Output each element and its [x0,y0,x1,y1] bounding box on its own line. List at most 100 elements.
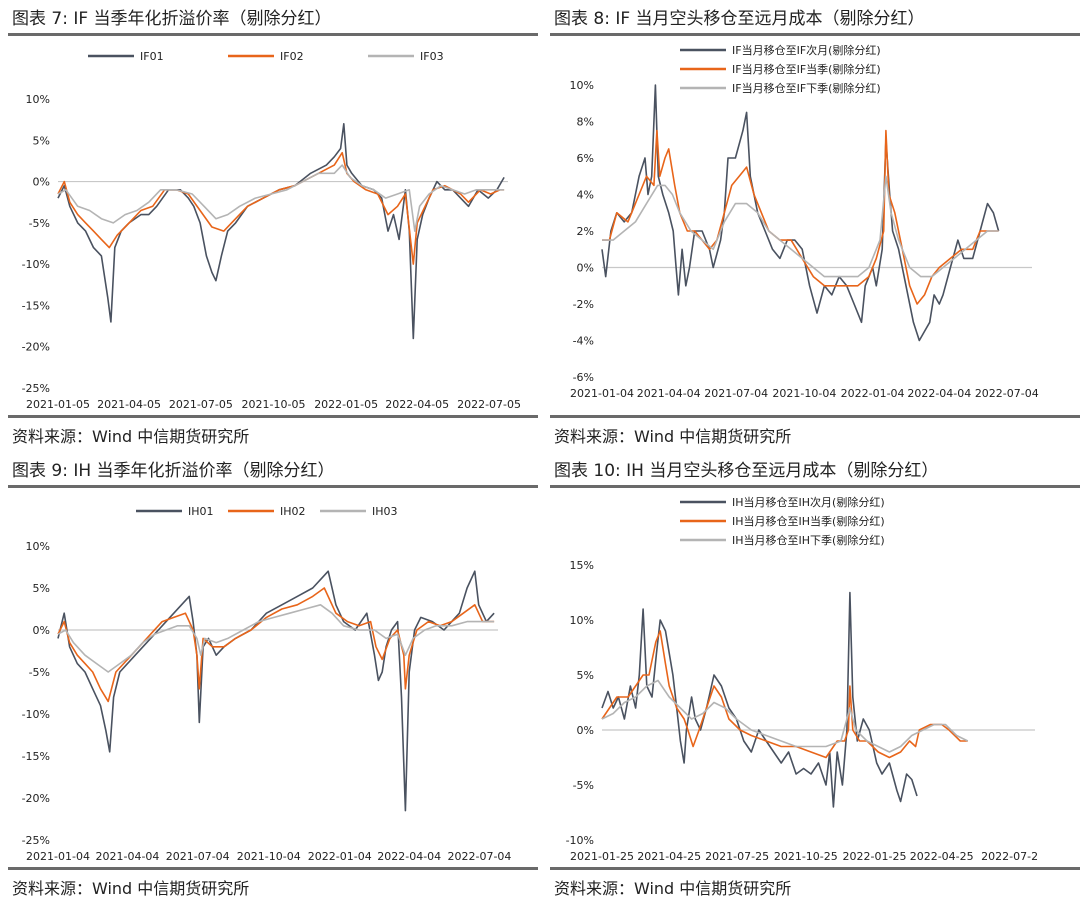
x-tick-label: 2021-04-05 [97,398,161,411]
x-tick-label: 2022-01-05 [314,398,378,411]
x-tick-label: 2021-04-04 [96,850,160,863]
x-tick-label: 2021-01-25 [570,850,634,863]
source-rule [550,415,1080,418]
y-tick-label: -25% [22,382,50,395]
series-line-IH03 [57,604,495,673]
series-line-IH02 [57,587,495,703]
x-tick-label: 2022-04-04 [907,387,971,400]
title-rule [550,485,1080,488]
legend-label: IH当月移仓至IH当季(剔除分红) [732,514,885,528]
x-tick-label: 2022-04-25 [910,850,974,863]
series-line-IF02 [57,151,505,265]
series-line-IH当月移仓至IH下季(剔除分红) [601,679,969,753]
x-tick-label: 2021-04-25 [637,850,701,863]
y-tick-label: -10% [566,834,594,847]
series-line-IH01 [57,570,495,812]
legend-label: IH当月移仓至IH下季(剔除分红) [732,533,885,547]
title-rule [8,33,538,36]
x-tick-label: 2021-10-25 [774,850,838,863]
x-tick-label: 2022-04-04 [377,850,441,863]
x-tick-label: 2022-01-04 [308,850,372,863]
x-tick-label: 2021-10-04 [237,850,301,863]
series-line-IF01 [57,123,505,340]
y-tick-label: -4% [573,335,594,348]
series-line-IF当月移仓至IF下季(剔除分红) [602,175,999,278]
y-tick-label: 15% [570,559,594,572]
x-tick-label: 2022-07-04 [448,850,512,863]
chart-title: 图表 9: IH 当季年化折溢价率（剔除分红） [12,461,335,481]
legend-label: IF当月移仓至IF次月(剔除分红) [732,43,881,57]
y-tick-label: -25% [22,834,50,847]
y-tick-label: -6% [573,371,594,384]
legend-label: IF03 [420,50,444,63]
legend-label: IF当月移仓至IF下季(剔除分红) [732,81,881,95]
chart-title: 图表 7: IF 当季年化折溢价率（剔除分红） [12,9,332,29]
x-tick-label: 2022-07-04 [975,387,1039,400]
series-line-IF03 [57,164,505,232]
x-tick-label: 2021-07-04 [704,387,768,400]
source-note: 资料来源：Wind 中信期货研究所 [12,427,250,446]
source-note: 资料来源：Wind 中信期货研究所 [554,879,792,898]
legend-label: IF当月移仓至IF当季(剔除分红) [732,62,881,76]
y-tick-label: -2% [573,298,594,311]
y-tick-label: -10% [22,258,50,271]
x-tick-label: 2021-01-04 [26,850,90,863]
legend-label: IF01 [140,50,164,63]
legend-label: IH02 [280,505,306,518]
y-tick-label: 5% [577,669,594,682]
y-tick-label: 10% [570,614,594,627]
y-tick-label: 10% [26,540,50,553]
y-tick-label: -15% [22,299,50,312]
x-tick-label: 2022-01-25 [843,850,907,863]
chart-if-roll-cost: 10% 8% 6% 4% 2% 0% -2% -4% -6% 2021-01-04 2021-04-… [570,43,1039,400]
y-tick-label: 6% [577,152,594,165]
y-tick-label: 0% [33,176,50,189]
y-tick-label: 4% [577,189,594,202]
legend-label: IH03 [372,505,398,518]
y-tick-label: 0% [577,262,594,275]
x-tick-label: 2022-01-04 [841,387,905,400]
source-rule [8,415,538,418]
chart-if-annualized-basis: 10% 5% 0% -5% -10% -15% -20% -25% 2021-01-05 2021… [22,50,521,411]
source-rule [550,867,1080,870]
y-tick-label: 0% [33,624,50,637]
y-tick-label: -15% [22,750,50,763]
y-tick-label: -5% [29,666,50,679]
source-rule [8,867,538,870]
y-tick-label: -10% [22,708,50,721]
x-tick-label: 2021-10-04 [772,387,836,400]
y-tick-label: -20% [22,341,50,354]
legend-label: IH当月移仓至IH次月(剔除分红) [732,495,885,509]
x-tick-label: 2021-07-05 [169,398,233,411]
x-tick-label: 2021-07-25 [705,850,769,863]
chart-ih-roll-cost: 15% 10% 5% 0% -5% -10% 2021-01-25 2021-04-25 202… [566,495,1039,863]
y-tick-label: 5% [33,582,50,595]
chart-title: 图表 8: IF 当月空头移仓至远月成本（剔除分红） [554,9,925,29]
y-tick-label: 10% [26,93,50,106]
chart-title: 图表 10: IH 当月空头移仓至远月成本（剔除分红） [554,461,939,481]
y-tick-label: -5% [573,779,594,792]
title-rule [550,33,1080,36]
legend-label: IH01 [188,505,214,518]
x-tick-label: 2021-04-04 [637,387,701,400]
x-tick-label: 2022-07-2 [981,850,1038,863]
series-line-IF当月移仓至IF次月(剔除分红) [601,84,1000,342]
x-tick-label: 2022-07-05 [457,398,521,411]
y-tick-label: 5% [33,134,50,147]
x-tick-label: 2021-01-04 [570,387,634,400]
x-tick-label: 2021-07-04 [166,850,230,863]
x-tick-label: 2021-10-05 [242,398,306,411]
legend-label: IF02 [280,50,304,63]
x-tick-label: 2022-04-05 [385,398,449,411]
y-tick-label: 10% [570,79,594,92]
y-tick-label: 0% [577,724,594,737]
y-tick-label: -20% [22,792,50,805]
chart-ih-annualized-basis: 10% 5% 0% -5% -10% -15% -20% -25% 2021-01-04 2021… [22,505,512,863]
source-note: 资料来源：Wind 中信期货研究所 [554,427,792,446]
y-tick-label: 2% [577,225,594,238]
series-line-IH当月移仓至IH次月(剔除分红) [601,591,918,808]
series-line-IH当月移仓至IH当季(剔除分红) [601,630,968,759]
series-line-IF当月移仓至IF当季(剔除分红) [602,129,999,305]
y-tick-label: 8% [577,116,594,129]
source-note: 资料来源：Wind 中信期货研究所 [12,879,250,898]
